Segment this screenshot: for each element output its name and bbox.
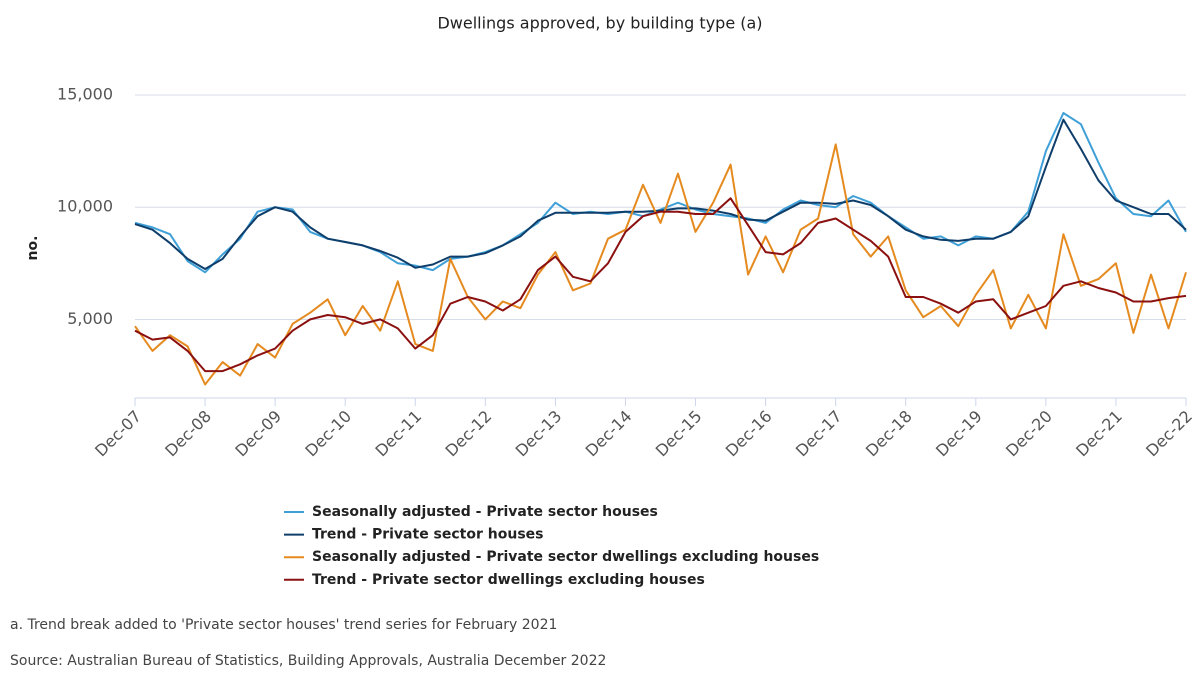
legend-label: Seasonally adjusted - Private sector hou… — [312, 504, 658, 520]
source-note: Source: Australian Bureau of Statistics,… — [10, 653, 606, 669]
x-tick-label: Dec-15 — [652, 407, 706, 461]
x-tick-label: Dec-18 — [862, 407, 916, 461]
x-tick-label: Dec-07 — [91, 407, 145, 461]
y-axis-label: no. — [25, 236, 41, 261]
x-tick-label: Dec-11 — [371, 407, 425, 461]
series-line — [134, 118, 1187, 270]
y-tick-label: 10,000 — [57, 197, 113, 216]
x-tick-label: Dec-19 — [932, 407, 986, 461]
y-tick-label: 5,000 — [67, 309, 113, 328]
x-tick-label: Dec-20 — [1002, 407, 1056, 461]
x-tick-label: Dec-17 — [792, 407, 846, 461]
chart-title: Dwellings approved, by building type (a) — [437, 14, 762, 33]
series-line — [134, 112, 1187, 274]
x-tick-label: Dec-16 — [722, 407, 776, 461]
x-tick-label: Dec-13 — [512, 407, 566, 461]
footnote: a. Trend break added to 'Private sector … — [10, 617, 557, 633]
x-tick-label: Dec-12 — [442, 407, 496, 461]
x-tick-label: Dec-21 — [1072, 407, 1126, 461]
y-tick-label: 15,000 — [57, 85, 113, 104]
x-tick-label: Dec-09 — [231, 407, 285, 461]
series-line — [134, 197, 1187, 373]
x-tick-label: Dec-14 — [582, 407, 636, 461]
legend-label: Seasonally adjusted - Private sector dwe… — [312, 549, 819, 565]
x-tick-label: Dec-10 — [301, 407, 355, 461]
series-line — [134, 143, 1187, 386]
legend-label: Trend - Private sector houses — [312, 527, 544, 543]
x-tick-label: Dec-08 — [161, 407, 215, 461]
x-tick-label: Dec-22 — [1142, 407, 1196, 461]
legend-label: Trend - Private sector dwellings excludi… — [312, 572, 705, 588]
